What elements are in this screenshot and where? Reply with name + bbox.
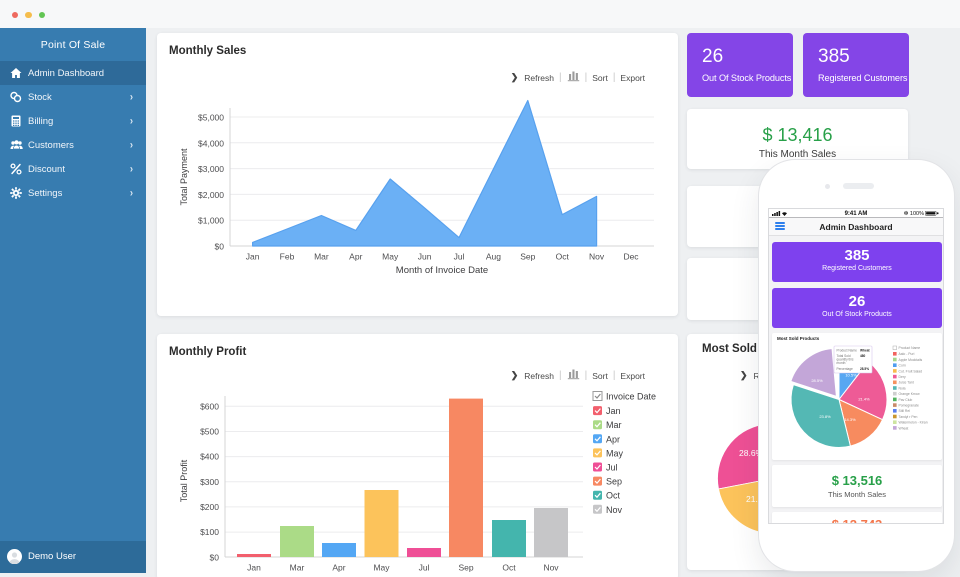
svg-text:Cut. Fruit Salad: Cut. Fruit Salad xyxy=(899,369,923,373)
svg-text:28.5%: 28.5% xyxy=(860,367,869,371)
svg-text:Apr: Apr xyxy=(349,252,362,262)
svg-text:$600: $600 xyxy=(200,401,219,411)
svg-text:Percentage: Percentage xyxy=(837,367,854,371)
svg-text:480: 480 xyxy=(860,354,866,358)
svg-text:$300: $300 xyxy=(200,477,219,487)
svg-text:Nola: Nola xyxy=(899,386,906,390)
svg-text:Feb: Feb xyxy=(280,252,295,262)
svg-text:Aalo - Puri: Aalo - Puri xyxy=(899,352,915,356)
svg-text:Tandyl r Pen: Tandyl r Pen xyxy=(899,414,918,418)
svg-text:14.3%: 14.3% xyxy=(844,417,856,422)
svg-text:Mar: Mar xyxy=(314,252,329,262)
svg-text:$1,000: $1,000 xyxy=(198,216,224,226)
svg-text:Nov: Nov xyxy=(606,505,623,515)
svg-text:Sep: Sep xyxy=(458,563,473,573)
svg-text:Nov: Nov xyxy=(589,252,605,262)
svg-text:Wheat: Wheat xyxy=(899,426,909,430)
svg-text:Apr: Apr xyxy=(606,434,620,444)
svg-text:Product Name: Product Name xyxy=(899,346,921,350)
svg-text:Mar: Mar xyxy=(606,420,622,430)
svg-text:Jan: Jan xyxy=(606,406,621,416)
svg-text:Juice Tant: Juice Tant xyxy=(899,380,914,384)
svg-text:Oct: Oct xyxy=(502,563,516,573)
svg-text:$100: $100 xyxy=(200,527,219,537)
svg-text:Jan: Jan xyxy=(246,252,260,262)
svg-text:Wheat: Wheat xyxy=(860,348,871,352)
svg-text:$2,000: $2,000 xyxy=(198,190,224,200)
svg-text:Oct: Oct xyxy=(556,252,570,262)
svg-text:$5,000: $5,000 xyxy=(198,113,224,123)
svg-text:$4,000: $4,000 xyxy=(198,138,224,148)
svg-text:Apr: Apr xyxy=(332,563,345,573)
svg-text:Pav Club: Pav Club xyxy=(899,397,913,401)
svg-text:21.4%: 21.4% xyxy=(858,396,870,401)
svg-text:Total Payment: Total Payment xyxy=(179,148,189,206)
svg-text:Nov: Nov xyxy=(543,563,559,573)
svg-text:10.5%: 10.5% xyxy=(845,372,857,377)
svg-text:month: month xyxy=(837,361,846,365)
svg-text:$0: $0 xyxy=(210,553,220,563)
svg-text:Jul: Jul xyxy=(606,463,618,473)
svg-text:May: May xyxy=(606,448,624,458)
svg-text:Dec: Dec xyxy=(623,252,639,262)
svg-text:$200: $200 xyxy=(200,502,219,512)
svg-text:Pomegranate: Pomegranate xyxy=(899,403,919,407)
svg-text:Total Sold: Total Sold xyxy=(837,354,851,358)
svg-text:Sep: Sep xyxy=(520,252,535,262)
svg-text:May: May xyxy=(382,252,399,262)
svg-text:Sep: Sep xyxy=(606,477,622,487)
svg-text:Month of Invoice Date: Month of Invoice Date xyxy=(396,265,488,276)
svg-text:quantity this: quantity this xyxy=(837,357,854,361)
svg-text:21.4%: 21.4% xyxy=(746,494,771,504)
svg-text:$400: $400 xyxy=(200,452,219,462)
svg-text:Product Name: Product Name xyxy=(837,348,858,352)
svg-text:28.6%: 28.6% xyxy=(739,448,764,458)
svg-text:Still Rel: Still Rel xyxy=(899,409,911,413)
svg-text:Oct: Oct xyxy=(606,491,621,501)
svg-text:Invoice Date: Invoice Date xyxy=(606,392,656,402)
svg-text:Jul: Jul xyxy=(419,563,430,573)
svg-text:$3,000: $3,000 xyxy=(198,164,224,174)
svg-text:Jun: Jun xyxy=(418,252,432,262)
svg-text:28.5%: 28.5% xyxy=(811,378,823,383)
svg-text:Jul: Jul xyxy=(454,252,465,262)
svg-text:Apple Mocktails: Apple Mocktails xyxy=(899,357,923,361)
svg-text:Orange Krrow: Orange Krrow xyxy=(899,392,921,396)
svg-text:$500: $500 xyxy=(200,427,219,437)
svg-text:Jan: Jan xyxy=(247,563,261,573)
svg-text:Aug: Aug xyxy=(486,252,501,262)
svg-text:Mar: Mar xyxy=(290,563,305,573)
svg-text:Dery: Dery xyxy=(899,375,906,379)
svg-text:Watermelon - Kiran: Watermelon - Kiran xyxy=(899,420,928,424)
svg-text:Corn: Corn xyxy=(899,363,906,367)
svg-text:May: May xyxy=(373,563,390,573)
svg-text:$0: $0 xyxy=(215,242,225,252)
svg-text:Total Profit: Total Profit xyxy=(179,459,189,502)
svg-text:23.8%: 23.8% xyxy=(819,414,831,419)
